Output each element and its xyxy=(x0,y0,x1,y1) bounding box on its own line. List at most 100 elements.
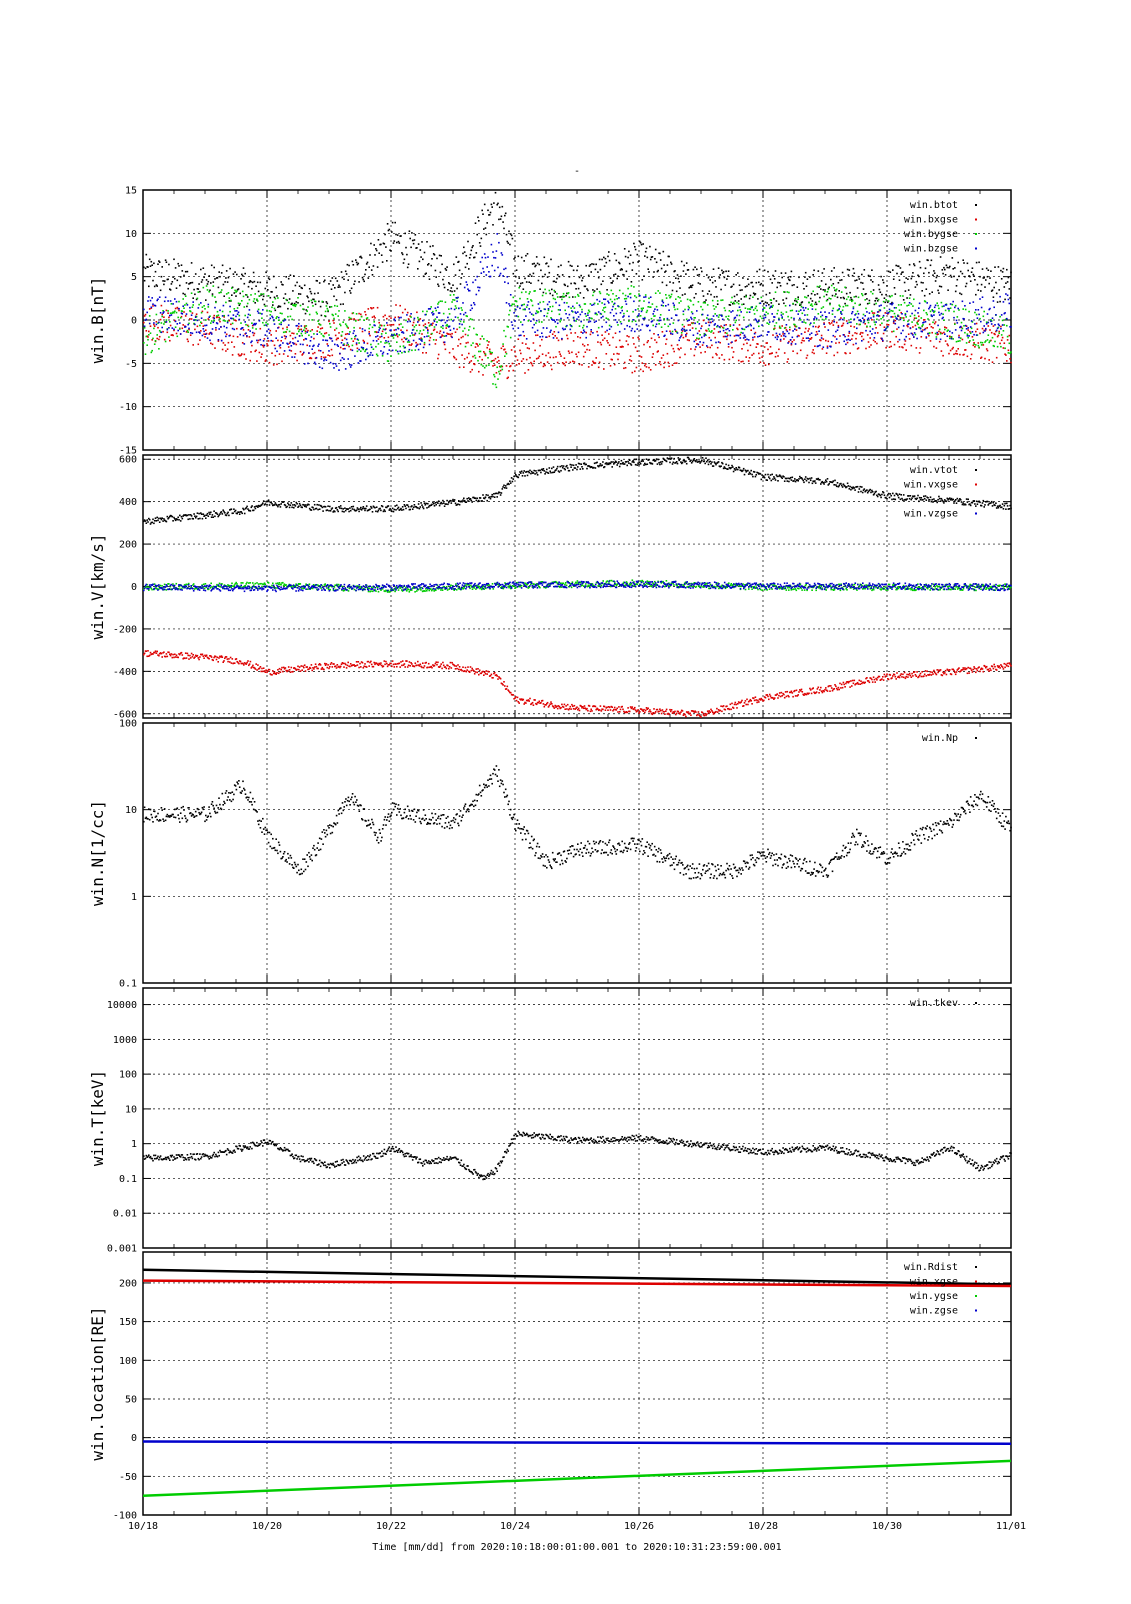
data-point xyxy=(709,279,711,281)
data-point xyxy=(650,369,652,371)
data-point xyxy=(679,297,681,299)
data-point xyxy=(570,329,572,331)
data-point xyxy=(202,279,204,281)
data-point xyxy=(346,339,348,341)
data-point xyxy=(397,336,399,338)
data-point xyxy=(923,273,925,275)
data-point xyxy=(660,259,662,261)
data-point xyxy=(798,335,800,337)
data-point xyxy=(470,309,472,311)
data-point xyxy=(580,292,582,294)
data-point xyxy=(409,349,411,351)
data-point xyxy=(841,279,843,281)
data-point xyxy=(451,319,453,321)
data-point xyxy=(146,330,148,332)
data-point xyxy=(854,326,856,328)
data-point xyxy=(705,322,707,324)
data-point xyxy=(696,337,698,339)
data-point xyxy=(672,333,674,335)
data-point xyxy=(234,346,236,348)
legend-label: win.bxgse xyxy=(904,215,958,226)
data-point xyxy=(939,329,941,331)
data-point xyxy=(997,346,999,348)
data-point xyxy=(480,351,482,353)
data-point xyxy=(242,327,244,329)
data-point xyxy=(903,320,905,322)
data-point xyxy=(320,350,322,352)
data-point xyxy=(690,300,692,302)
data-point xyxy=(168,327,170,329)
data-point xyxy=(686,319,688,321)
data-point xyxy=(385,246,387,248)
data-point xyxy=(303,339,305,341)
data-point xyxy=(959,293,961,295)
data-point xyxy=(384,234,386,236)
data-point xyxy=(862,295,864,297)
data-point xyxy=(442,279,444,281)
data-point xyxy=(324,358,326,360)
data-point xyxy=(723,336,725,338)
data-point xyxy=(209,340,211,342)
data-point xyxy=(476,252,478,254)
data-point xyxy=(683,265,685,267)
data-point xyxy=(373,348,375,350)
data-point xyxy=(166,261,168,263)
data-point xyxy=(854,296,856,298)
data-point xyxy=(208,316,210,318)
data-point xyxy=(786,324,788,326)
data-point xyxy=(399,242,401,244)
data-point xyxy=(412,325,414,327)
data-point xyxy=(276,364,278,366)
data-point xyxy=(157,327,159,329)
data-point xyxy=(856,333,858,335)
data-point xyxy=(637,350,639,352)
data-point xyxy=(893,322,895,324)
data-point xyxy=(394,505,396,507)
data-point xyxy=(709,290,711,292)
data-point xyxy=(986,268,988,270)
data-point xyxy=(353,318,355,320)
data-point xyxy=(729,359,731,361)
data-point xyxy=(596,299,598,301)
data-point xyxy=(707,293,709,295)
data-point xyxy=(479,356,481,358)
data-point xyxy=(890,303,892,305)
data-point xyxy=(957,316,959,318)
data-point xyxy=(809,334,811,336)
data-point xyxy=(513,328,515,330)
data-point xyxy=(596,331,598,333)
data-point xyxy=(768,323,770,325)
data-point xyxy=(931,332,933,334)
data-point xyxy=(540,362,542,364)
data-point xyxy=(669,462,671,464)
data-point xyxy=(849,339,851,341)
data-point xyxy=(301,333,303,335)
data-point xyxy=(359,319,361,321)
data-point xyxy=(396,333,398,335)
data-point xyxy=(163,284,165,286)
data-point xyxy=(292,504,294,506)
data-point xyxy=(834,336,836,338)
data-point xyxy=(349,507,351,509)
data-point xyxy=(504,215,506,217)
data-point xyxy=(690,348,692,350)
data-point xyxy=(890,271,892,273)
data-point xyxy=(546,327,548,329)
data-point xyxy=(987,276,989,278)
data-point xyxy=(342,508,344,510)
data-point xyxy=(911,333,913,335)
data-point xyxy=(792,350,794,352)
data-point xyxy=(348,333,350,335)
data-point xyxy=(865,293,867,295)
data-point xyxy=(817,293,819,295)
data-point xyxy=(537,330,539,332)
data-point xyxy=(567,317,569,319)
data-point xyxy=(678,340,680,342)
data-point xyxy=(167,329,169,331)
data-point xyxy=(908,304,910,306)
data-point xyxy=(878,284,880,286)
data-point xyxy=(396,242,398,244)
data-point xyxy=(885,294,887,296)
data-point xyxy=(469,257,471,259)
data-point xyxy=(601,464,603,466)
